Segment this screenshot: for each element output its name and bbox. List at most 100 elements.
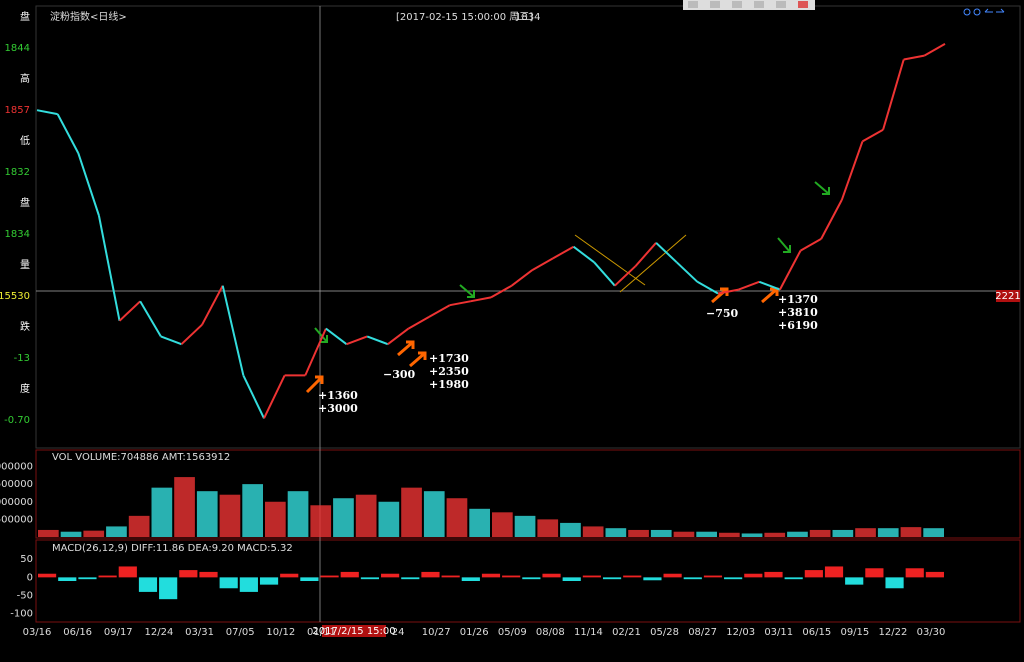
side-label: 度 bbox=[20, 382, 30, 395]
annotation: +1370 bbox=[778, 293, 818, 306]
macd-panel bbox=[35, 539, 1021, 623]
price-segment bbox=[614, 265, 637, 287]
price-segment bbox=[407, 316, 430, 330]
volume-bar bbox=[605, 528, 627, 537]
macd-bar bbox=[98, 575, 117, 578]
price-segment bbox=[634, 242, 657, 267]
annotation: +6190 bbox=[778, 319, 818, 332]
side-label: 量 bbox=[20, 259, 30, 271]
side-label: 盘 bbox=[20, 10, 30, 23]
volume-bar bbox=[83, 530, 105, 537]
price-segment bbox=[572, 245, 595, 264]
volume-bar bbox=[151, 487, 173, 537]
sell-arrow bbox=[814, 181, 830, 195]
macd-bar bbox=[582, 575, 601, 578]
volume-panel bbox=[35, 449, 1021, 539]
macd-tick-label: -50 bbox=[17, 591, 33, 602]
macd-bar bbox=[401, 577, 420, 580]
side-label: 1857 bbox=[5, 105, 30, 116]
annotation: +3000 bbox=[318, 402, 358, 415]
x-tick-label: 03/31 bbox=[185, 627, 214, 638]
volume-bar bbox=[333, 498, 354, 537]
annotation: +3810 bbox=[778, 306, 818, 319]
side-label: 1832 bbox=[5, 167, 30, 178]
x-tick-label: 06/16 bbox=[63, 627, 92, 638]
volume-bar bbox=[560, 522, 581, 537]
price-segment bbox=[696, 280, 719, 295]
volume-bar bbox=[401, 487, 422, 537]
current-price: 1834 bbox=[515, 12, 540, 23]
volume-bar bbox=[174, 477, 195, 537]
price-segment bbox=[387, 327, 410, 345]
volume-bar bbox=[128, 515, 150, 537]
macd-bar bbox=[138, 577, 158, 592]
price-segment bbox=[738, 280, 760, 291]
volume-bar bbox=[900, 527, 922, 537]
macd-bar bbox=[764, 571, 783, 578]
price-segment bbox=[180, 323, 203, 345]
x-tick-label: 09/17 bbox=[104, 627, 133, 638]
side-label: 1844 bbox=[5, 43, 30, 54]
macd-bar bbox=[78, 577, 97, 580]
scroll-right[interactable] bbox=[996, 8, 1005, 13]
volume-bar bbox=[582, 526, 604, 537]
zoom-out[interactable] bbox=[973, 8, 981, 16]
tool-button[interactable] bbox=[732, 1, 742, 8]
tool-button[interactable] bbox=[798, 1, 808, 8]
toolbar bbox=[683, 0, 815, 10]
x-tick-label: 12/24 bbox=[144, 627, 173, 638]
price-segment bbox=[304, 328, 327, 376]
volume-bar bbox=[423, 491, 445, 537]
side-label: 盘 bbox=[20, 196, 30, 209]
trend-line bbox=[574, 234, 646, 286]
x-tick-label: 24 bbox=[392, 627, 405, 638]
price-segment bbox=[490, 284, 513, 299]
timestamp: [2017-02-15 15:00:00 周三] bbox=[396, 11, 533, 23]
x-tick-label: 02/21 bbox=[612, 627, 641, 638]
annotation: −300 bbox=[383, 368, 416, 381]
macd-bar bbox=[58, 577, 77, 581]
tool-button[interactable] bbox=[776, 1, 786, 8]
main-panel bbox=[35, 5, 1021, 449]
macd-bar bbox=[421, 571, 440, 578]
volume-bar bbox=[196, 491, 218, 537]
x-tick-label: 05/28 bbox=[650, 627, 679, 638]
scroll-left[interactable] bbox=[984, 8, 993, 13]
macd-bar bbox=[159, 577, 178, 600]
volume-bar bbox=[287, 491, 309, 537]
volume-bar bbox=[787, 531, 808, 537]
macd-bar bbox=[623, 575, 642, 578]
price-segment bbox=[676, 261, 699, 283]
x-tick-label: 01/26 bbox=[460, 627, 489, 638]
sell-arrow bbox=[777, 237, 791, 253]
volume-bar bbox=[673, 531, 695, 537]
volume-bar bbox=[60, 531, 82, 537]
price-segment bbox=[923, 43, 946, 57]
tool-button[interactable] bbox=[754, 1, 764, 8]
macd-bar bbox=[925, 571, 944, 578]
price-segment bbox=[655, 242, 678, 264]
macd-bar bbox=[824, 566, 844, 578]
side-label: 515530 bbox=[0, 291, 30, 302]
x-tick-label: 07/05 bbox=[226, 627, 255, 638]
buy-arrow bbox=[409, 351, 427, 368]
volume-bar bbox=[378, 501, 400, 537]
zoom-in[interactable] bbox=[963, 8, 971, 16]
macd-bar bbox=[38, 573, 57, 578]
price-segment bbox=[97, 215, 121, 321]
volume-bar bbox=[106, 526, 127, 537]
macd-tick-label: -100 bbox=[10, 609, 33, 620]
sell-arrow bbox=[314, 327, 328, 343]
macd-bar bbox=[643, 577, 662, 581]
annotation: +2350 bbox=[429, 365, 469, 378]
tool-button[interactable] bbox=[688, 1, 698, 8]
price-segment bbox=[366, 335, 389, 346]
volume-bar bbox=[764, 532, 786, 537]
price-segment bbox=[428, 304, 451, 318]
macd-bar bbox=[602, 577, 622, 580]
macd-bar bbox=[845, 577, 864, 585]
tool-button[interactable] bbox=[710, 1, 720, 8]
price-segment bbox=[77, 152, 100, 216]
price-segment bbox=[470, 296, 492, 303]
